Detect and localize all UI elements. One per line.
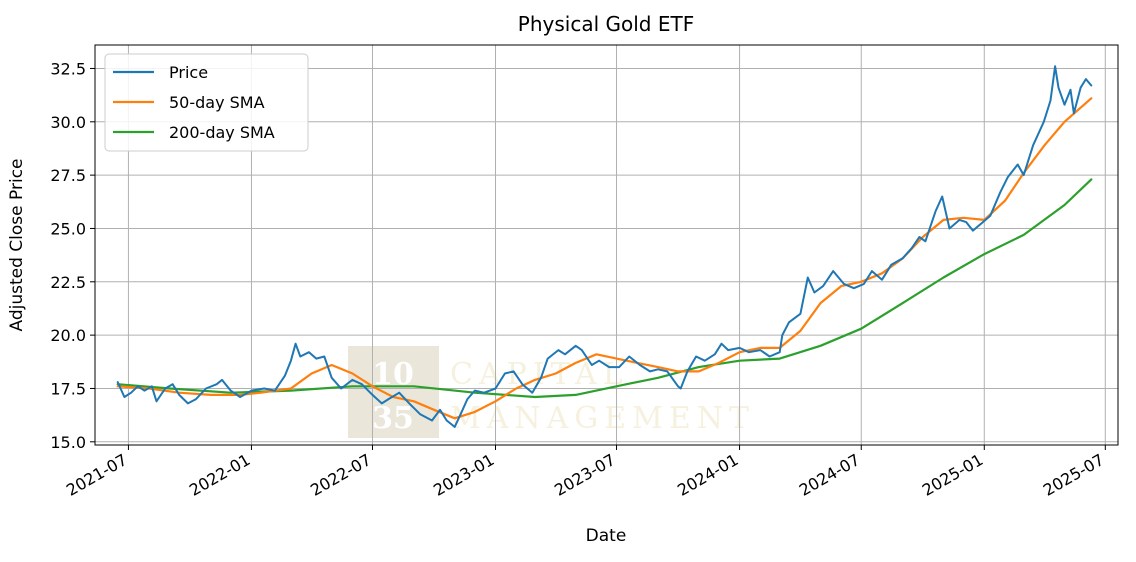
legend-label-price: Price — [169, 63, 208, 82]
series-layer — [116, 65, 1093, 428]
watermark-logo-box — [348, 346, 439, 438]
chart-title: Physical Gold ETF — [518, 12, 694, 36]
watermark-text: MANAGEMENT — [450, 401, 755, 436]
y-tick-label: 25.0 — [50, 219, 86, 238]
y-tick-label: 17.5 — [50, 379, 86, 398]
y-tick-label: 20.0 — [50, 326, 86, 345]
y-axis: 15.0 17.5 20.0 22.5 25.0 27.5 30.0 32.5 — [50, 59, 95, 452]
y-tick-label: 32.5 — [50, 59, 86, 78]
legend-label-50-day-sma: 50-day SMA — [169, 93, 265, 112]
legend: Price 50-day SMA 200-day SMA — [104, 53, 309, 152]
series-line-50-day-sma — [116, 97, 1093, 420]
y-tick-label: 15.0 — [50, 433, 86, 452]
y-tick-label: 22.5 — [50, 273, 86, 292]
y-axis-label: Adjusted Close Price — [7, 159, 27, 332]
grid — [95, 45, 1118, 445]
plot-frame — [94, 44, 1119, 446]
series-line-price — [116, 65, 1093, 428]
legend-box — [104, 53, 309, 152]
y-tick-label: 27.5 — [50, 166, 86, 185]
x-axis-label: Date — [586, 526, 627, 546]
y-tick-label: 30.0 — [50, 113, 86, 132]
legend-label-200-day-sma: 200-day SMA — [169, 123, 275, 142]
watermark-text: 35 — [372, 401, 414, 436]
